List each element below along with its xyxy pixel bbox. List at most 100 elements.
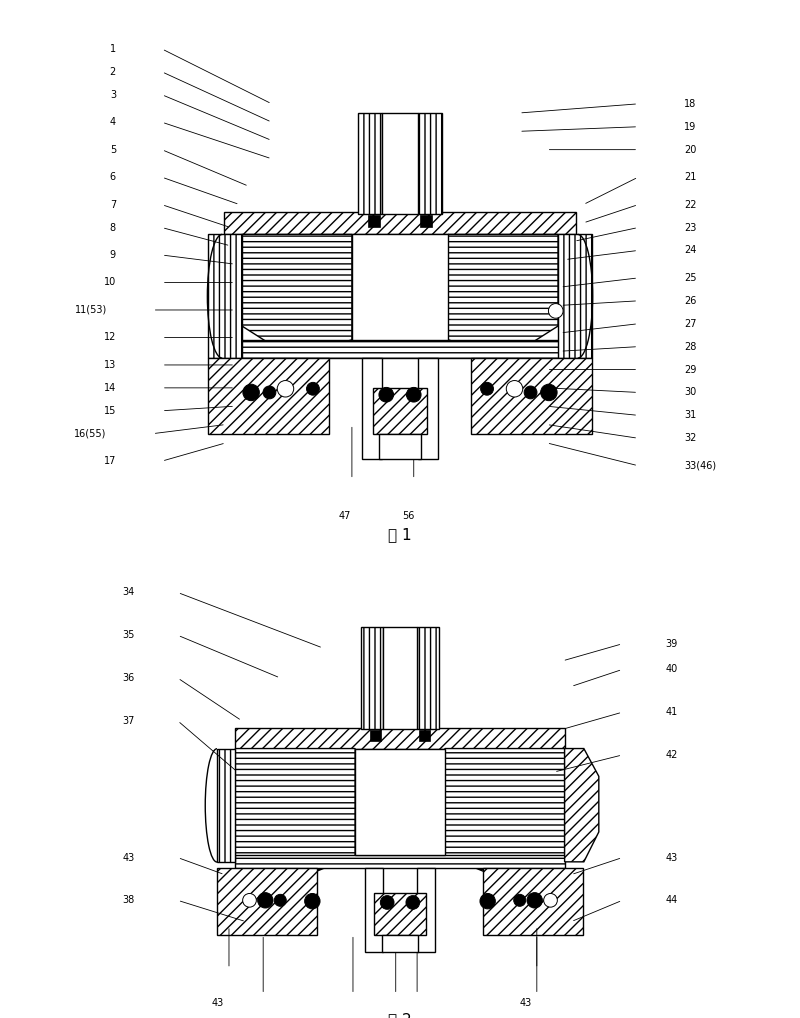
Bar bbox=[471, 358, 593, 434]
Circle shape bbox=[380, 896, 394, 909]
Text: 图 2: 图 2 bbox=[388, 1013, 412, 1018]
Text: 38: 38 bbox=[122, 895, 135, 905]
Bar bbox=[224, 340, 576, 358]
Polygon shape bbox=[242, 234, 352, 358]
Circle shape bbox=[379, 388, 394, 402]
Text: 33(46): 33(46) bbox=[684, 461, 716, 470]
Circle shape bbox=[274, 895, 286, 906]
Bar bbox=[235, 855, 565, 868]
Circle shape bbox=[406, 388, 421, 402]
Bar bbox=[417, 868, 435, 952]
Circle shape bbox=[242, 894, 256, 907]
Text: 15: 15 bbox=[104, 406, 116, 415]
Text: 10: 10 bbox=[104, 278, 116, 287]
Bar bbox=[419, 730, 430, 741]
Text: 25: 25 bbox=[684, 273, 697, 283]
Text: 27: 27 bbox=[684, 319, 697, 329]
Text: 34: 34 bbox=[122, 587, 135, 598]
Bar bbox=[362, 358, 382, 459]
Text: 14: 14 bbox=[104, 383, 116, 393]
Bar bbox=[379, 434, 421, 459]
Text: 12: 12 bbox=[104, 333, 116, 342]
Bar bbox=[352, 234, 448, 340]
Text: 37: 37 bbox=[122, 716, 135, 726]
Text: 42: 42 bbox=[665, 750, 678, 760]
Text: 44: 44 bbox=[665, 895, 678, 905]
Circle shape bbox=[506, 381, 522, 397]
Text: 56: 56 bbox=[402, 511, 414, 521]
Circle shape bbox=[544, 894, 558, 907]
Text: 22: 22 bbox=[684, 200, 697, 210]
Bar bbox=[235, 728, 565, 748]
Text: 19: 19 bbox=[684, 122, 696, 131]
Text: 43: 43 bbox=[665, 852, 678, 862]
Text: 1: 1 bbox=[110, 44, 116, 54]
Text: 43: 43 bbox=[122, 852, 135, 862]
Text: 31: 31 bbox=[684, 410, 696, 420]
Text: 36: 36 bbox=[122, 673, 135, 683]
Text: 28: 28 bbox=[684, 342, 696, 351]
Text: 4: 4 bbox=[110, 117, 116, 127]
Bar bbox=[224, 213, 576, 234]
Text: 6: 6 bbox=[110, 172, 116, 182]
Text: 29: 29 bbox=[684, 364, 696, 375]
Circle shape bbox=[480, 894, 495, 909]
Text: 32: 32 bbox=[684, 434, 696, 443]
Bar bbox=[417, 627, 439, 729]
Bar bbox=[418, 113, 442, 214]
Text: 26: 26 bbox=[684, 296, 696, 305]
Text: 图 1: 图 1 bbox=[388, 527, 412, 542]
Polygon shape bbox=[235, 748, 355, 886]
Bar bbox=[358, 113, 382, 214]
Text: 8: 8 bbox=[110, 223, 116, 232]
Circle shape bbox=[527, 893, 542, 908]
Circle shape bbox=[481, 383, 494, 395]
Bar bbox=[368, 215, 380, 227]
Bar bbox=[382, 113, 418, 214]
Circle shape bbox=[306, 383, 319, 395]
Bar bbox=[373, 388, 427, 434]
Circle shape bbox=[305, 894, 320, 909]
Polygon shape bbox=[565, 748, 599, 862]
Text: 11(53): 11(53) bbox=[74, 305, 107, 315]
Polygon shape bbox=[445, 748, 565, 886]
Text: 30: 30 bbox=[684, 388, 696, 397]
Text: 21: 21 bbox=[684, 172, 696, 182]
Text: 7: 7 bbox=[110, 200, 116, 210]
Text: 43: 43 bbox=[212, 998, 224, 1008]
Circle shape bbox=[406, 896, 420, 909]
Text: 2: 2 bbox=[110, 67, 116, 76]
Circle shape bbox=[541, 384, 557, 401]
Circle shape bbox=[524, 386, 537, 399]
Bar bbox=[217, 748, 235, 862]
Bar bbox=[365, 868, 383, 952]
Bar bbox=[374, 893, 426, 936]
Polygon shape bbox=[448, 234, 558, 358]
Bar bbox=[207, 358, 329, 434]
Text: 47: 47 bbox=[338, 511, 350, 521]
Bar bbox=[217, 868, 318, 936]
Circle shape bbox=[258, 893, 273, 908]
Circle shape bbox=[514, 895, 526, 906]
Bar bbox=[383, 627, 417, 729]
Text: 9: 9 bbox=[110, 250, 116, 260]
Text: 35: 35 bbox=[122, 630, 135, 640]
Text: 17: 17 bbox=[104, 456, 116, 466]
Bar bbox=[558, 234, 593, 358]
Bar bbox=[207, 234, 242, 358]
Text: 13: 13 bbox=[104, 360, 116, 370]
Bar bbox=[418, 358, 438, 459]
Text: 43: 43 bbox=[520, 998, 532, 1008]
Bar bbox=[382, 936, 418, 952]
Circle shape bbox=[278, 381, 294, 397]
Bar bbox=[420, 215, 432, 227]
Text: 23: 23 bbox=[684, 223, 696, 232]
Circle shape bbox=[263, 386, 276, 399]
Text: 24: 24 bbox=[684, 245, 696, 256]
Circle shape bbox=[549, 303, 563, 319]
Text: 40: 40 bbox=[665, 665, 678, 675]
Text: 41: 41 bbox=[665, 708, 678, 718]
Bar bbox=[355, 748, 445, 855]
Bar bbox=[482, 868, 583, 936]
Circle shape bbox=[243, 384, 259, 401]
